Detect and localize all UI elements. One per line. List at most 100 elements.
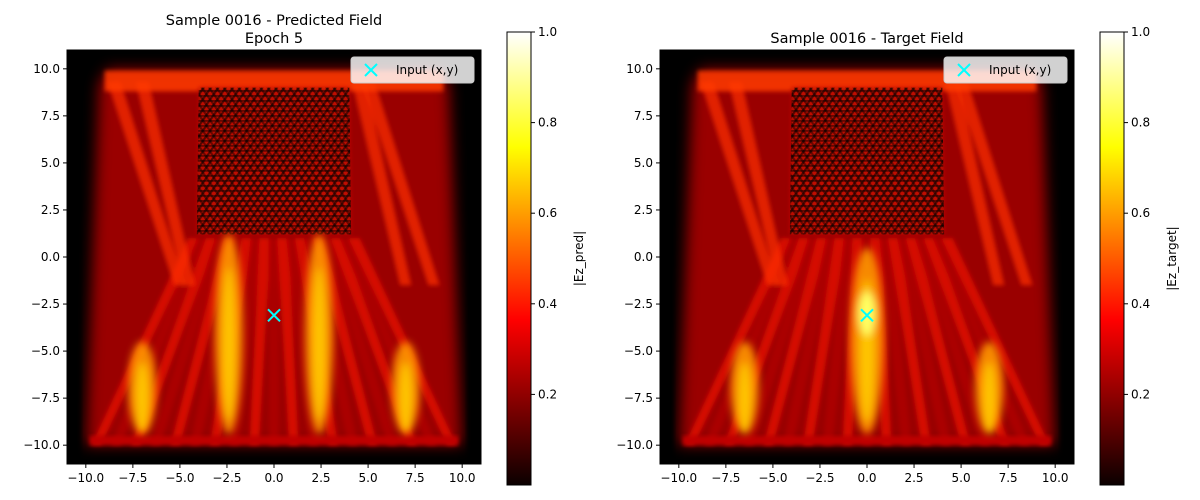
upper-side-beam: [352, 81, 412, 286]
legend-box: [350, 56, 475, 84]
y-tick-label: 5.0: [41, 156, 60, 170]
legend-entry: Input (x,y): [989, 63, 1051, 77]
x-tick-label: −5.0: [758, 471, 787, 485]
fan-beam: [348, 238, 457, 446]
y-tick-label: 5.0: [634, 156, 653, 170]
x-tick-label: −10.0: [67, 471, 104, 485]
colorbar-tick-label: 1.0: [1131, 25, 1150, 39]
fan-beam: [783, 238, 838, 446]
upper-side-beam: [107, 81, 186, 286]
y-tick-label: −10.0: [616, 438, 653, 452]
bright-beam-core: [312, 267, 326, 421]
y-tick-label: −5.0: [624, 344, 653, 358]
colorbar-tick-label: 0.6: [538, 206, 557, 220]
colorbar-tick-label: 0.8: [538, 116, 557, 130]
fan-beam: [91, 238, 200, 446]
colorbar-gradient: [506, 31, 532, 486]
y-tick-label: 0.0: [41, 250, 60, 264]
fan-beam: [905, 238, 971, 446]
x-tick-label: 0.0: [264, 471, 283, 485]
x-tick-label: 7.5: [999, 471, 1018, 485]
left-edge-dark: [67, 50, 81, 464]
interference-region: [789, 87, 945, 235]
y-tick-label: 10.0: [626, 62, 653, 76]
field-domain: [85, 68, 463, 446]
fan-beam: [879, 238, 912, 446]
y-tick-label: 2.5: [41, 203, 60, 217]
right-edge-dark: [467, 50, 481, 464]
upper-side-beam: [700, 81, 779, 286]
x-tick-label: 5.0: [359, 471, 378, 485]
colorbar-tick-label: 0.2: [538, 387, 557, 401]
y-tick-label: 2.5: [634, 203, 653, 217]
x-tick-label: 0.0: [857, 471, 876, 485]
fan-beam: [914, 238, 991, 446]
x-tick-label: 10.0: [1042, 471, 1069, 485]
legend: Input (x,y): [943, 56, 1068, 84]
y-tick-label: 7.5: [41, 109, 60, 123]
bright-beam-core: [738, 362, 752, 434]
fan-beam: [941, 238, 1050, 446]
y-tick-label: −7.5: [31, 391, 60, 405]
bright-beams: [128, 234, 420, 434]
x-tick-label: −2.5: [805, 471, 834, 485]
colorbar-label: |Ez_pred|: [572, 231, 586, 286]
x-tick-label: −5.0: [165, 471, 194, 485]
colorbar-tick-label: 0.4: [538, 297, 557, 311]
fan-beam: [150, 238, 227, 446]
legend: Input (x,y): [350, 56, 475, 84]
x-tick-label: 10.0: [449, 471, 476, 485]
bright-beam-core: [222, 267, 236, 421]
heatmap-image: [67, 50, 481, 464]
x-tick-label: 5.0: [952, 471, 971, 485]
colorbar-tick-label: 1.0: [538, 25, 557, 39]
upper-side-beam: [135, 81, 195, 286]
fan-beam: [321, 238, 398, 446]
x-tick-label: −10.0: [660, 471, 697, 485]
y-tick-label: 0.0: [634, 250, 653, 264]
colorbar-tick-label: 0.6: [1131, 206, 1150, 220]
fan-beam: [277, 238, 299, 446]
y-tick-label: −10.0: [23, 438, 60, 452]
y-tick-label: −2.5: [624, 297, 653, 311]
x-tick-label: −7.5: [118, 471, 147, 485]
x-tick-label: 7.5: [406, 471, 425, 485]
fan-beam: [249, 238, 271, 446]
fan-beam: [888, 238, 931, 446]
upper-side-beam: [954, 81, 1033, 286]
y-tick-label: 7.5: [634, 109, 653, 123]
chart-title: Sample 0016 - Predicted Field: [166, 13, 382, 29]
field-domain: [678, 68, 1056, 446]
fan-beam: [763, 238, 829, 446]
legend-entry: Input (x,y): [396, 63, 458, 77]
colorbar: 0.2 0.4 0.6 0.8 1.0 |Ez_pred|: [506, 25, 586, 486]
bright-beams: [730, 247, 1004, 434]
x-tick-label: 2.5: [904, 471, 923, 485]
fan-beam: [743, 238, 820, 446]
bright-beam-core: [982, 362, 996, 434]
bright-beam-core: [399, 362, 413, 434]
fan-beam: [268, 238, 280, 446]
colorbar-label: |Ez_target|: [1165, 226, 1179, 290]
interference-region: [196, 87, 352, 235]
fan-beam: [684, 238, 793, 446]
right-edge-dark: [1060, 50, 1074, 464]
legend-marker-icon: [957, 63, 971, 77]
fringe-h: [789, 87, 945, 235]
bright-beam-core: [135, 362, 149, 434]
chart-subtitle: Epoch 5: [245, 31, 303, 47]
chart-panel-2: −10.0 −10.0 −7.5 −7.5 −5.0 −5.0 −2.5 −2.5 0.0 0.0…: [616, 25, 1179, 486]
x-tick-label: 2.5: [311, 471, 330, 485]
bottom-band: [682, 435, 1052, 446]
bottom-band: [89, 435, 459, 446]
fringe-h: [196, 87, 352, 235]
colorbar-tick-label: 0.2: [1131, 387, 1150, 401]
fan-beam: [704, 238, 802, 446]
colorbar: 0.2 0.4 0.6 0.8 1.0 |Ez_target|: [1099, 25, 1179, 486]
upper-side-beam: [728, 81, 788, 286]
fan-beam: [822, 238, 855, 446]
colorbar-tick-label: 0.8: [1131, 116, 1150, 130]
colorbar-gradient: [1099, 31, 1125, 486]
heatmap-image: [660, 50, 1074, 464]
